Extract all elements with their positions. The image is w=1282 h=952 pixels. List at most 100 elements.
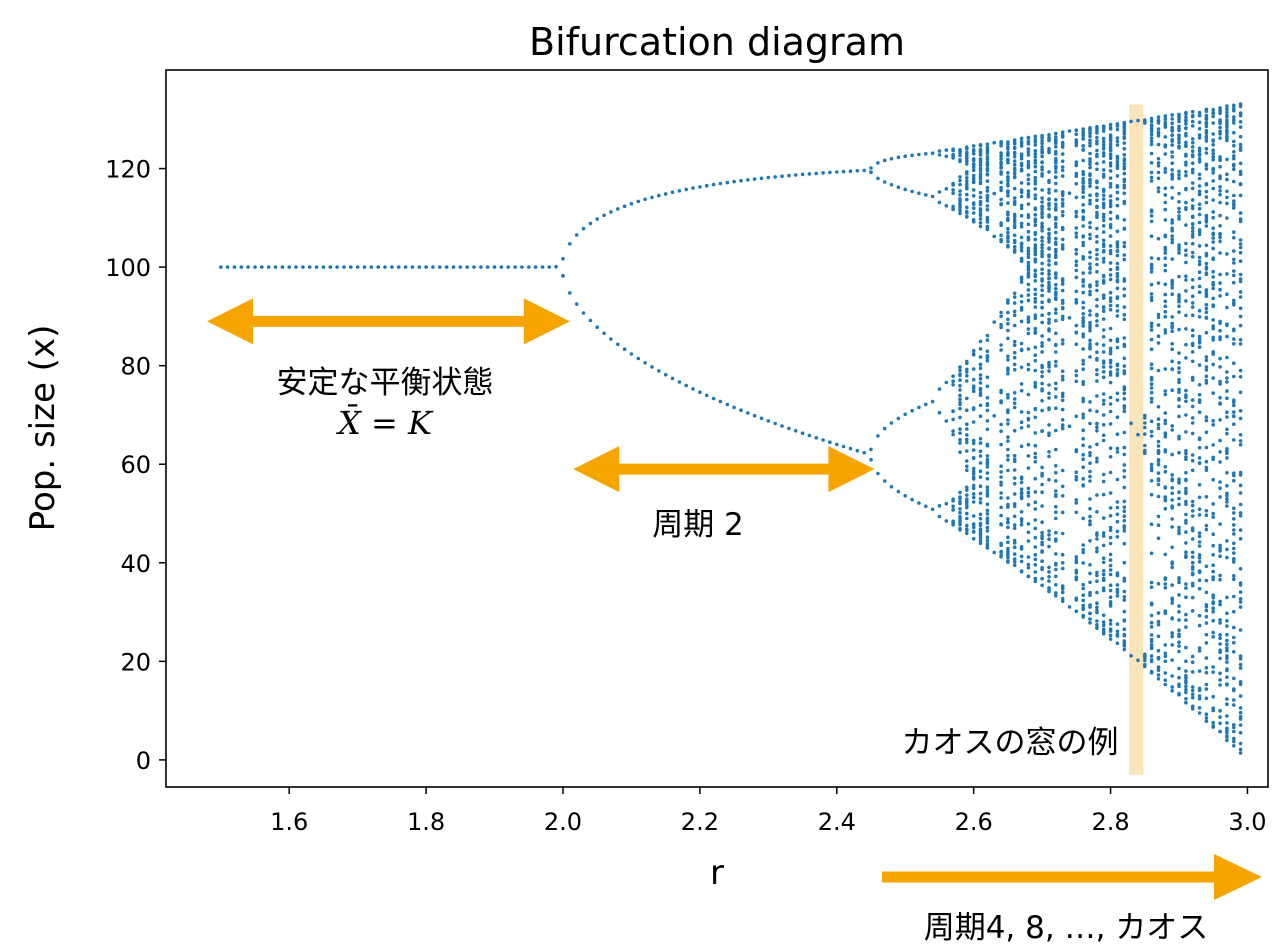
data-point [492, 265, 497, 269]
data-point [1177, 214, 1181, 218]
data-point [1108, 267, 1113, 272]
data-point [1012, 223, 1017, 228]
data-point [1177, 327, 1181, 332]
data-point [1012, 468, 1017, 472]
data-point [1047, 327, 1051, 331]
data-point [992, 191, 996, 196]
data-point [1012, 159, 1017, 163]
data-point [1081, 240, 1085, 245]
data-point [1033, 274, 1038, 279]
data-point [1095, 442, 1099, 447]
data-point [1211, 171, 1215, 175]
data-point [1232, 729, 1236, 734]
data-point [965, 172, 969, 176]
data-point [1095, 148, 1099, 153]
data-point [971, 194, 976, 198]
data-point [958, 158, 962, 162]
data-point [1122, 595, 1127, 599]
data-point [1019, 487, 1024, 492]
data-point [1026, 260, 1031, 265]
data-point [1225, 157, 1229, 162]
data-point [1204, 604, 1209, 609]
data-point [1033, 305, 1038, 309]
data-point [1190, 149, 1195, 153]
data-point [896, 155, 901, 160]
data-point [1211, 610, 1215, 614]
data-point [533, 265, 538, 269]
data-point [1101, 328, 1106, 332]
data-point [1047, 537, 1051, 541]
data-point [1136, 432, 1140, 437]
data-point [1170, 342, 1174, 346]
data-point [1026, 268, 1031, 272]
data-point [1101, 479, 1106, 484]
data-point [1033, 358, 1038, 363]
data-point [1149, 386, 1154, 390]
data-point [1218, 618, 1222, 622]
data-point [1211, 593, 1215, 597]
data-point [1026, 315, 1031, 320]
data-point [1163, 309, 1168, 314]
data-point [1238, 338, 1243, 342]
data-point [1238, 169, 1243, 174]
data-point [1211, 240, 1215, 244]
data-point [1040, 566, 1044, 570]
data-point [1170, 117, 1174, 121]
data-point [1122, 257, 1127, 262]
data-point [1149, 462, 1154, 467]
data-point [965, 159, 969, 163]
data-point [1122, 619, 1127, 623]
data-point [1232, 162, 1236, 167]
data-point [1184, 393, 1188, 397]
data-point [1156, 127, 1161, 131]
data-point [882, 158, 887, 163]
data-point [301, 265, 305, 269]
data-point [1074, 182, 1079, 186]
data-point [978, 484, 983, 489]
data-point [1225, 624, 1229, 628]
data-point [1122, 371, 1127, 376]
data-point [903, 412, 907, 417]
data-point [1033, 219, 1038, 224]
data-point [1019, 206, 1024, 211]
data-point [1115, 166, 1120, 170]
data-point [1177, 577, 1181, 582]
data-point [1047, 454, 1051, 459]
data-point [1218, 648, 1222, 652]
data-point [1163, 432, 1168, 436]
data-point [1054, 406, 1058, 411]
data-point [971, 475, 976, 480]
data-point [965, 150, 969, 155]
data-point [1170, 565, 1174, 570]
data-point [985, 333, 990, 338]
data-point [1211, 286, 1215, 291]
data-point [992, 234, 996, 239]
data-point [1122, 505, 1127, 510]
data-point [1163, 331, 1168, 335]
data-point [1040, 249, 1044, 254]
data-point [1238, 125, 1243, 129]
data-point [1115, 240, 1120, 244]
data-point [1149, 585, 1154, 589]
data-point [1081, 176, 1085, 181]
data-point [1081, 457, 1085, 462]
data-point [1026, 490, 1031, 495]
data-point [1108, 409, 1113, 414]
data-point [1074, 501, 1079, 505]
data-point [1006, 239, 1010, 244]
data-point [1047, 187, 1051, 192]
data-point [1033, 545, 1038, 549]
data-point [1156, 426, 1161, 431]
data-point [1170, 583, 1174, 587]
data-point [1033, 331, 1038, 335]
data-point [1149, 132, 1154, 137]
data-point [848, 446, 853, 451]
data-point [1225, 410, 1229, 415]
data-point [1047, 237, 1051, 241]
data-point [930, 151, 935, 155]
data-point [1033, 143, 1038, 147]
data-point [1238, 536, 1243, 541]
data-point [1115, 415, 1120, 420]
data-point [1197, 646, 1202, 650]
data-point [1170, 121, 1174, 126]
